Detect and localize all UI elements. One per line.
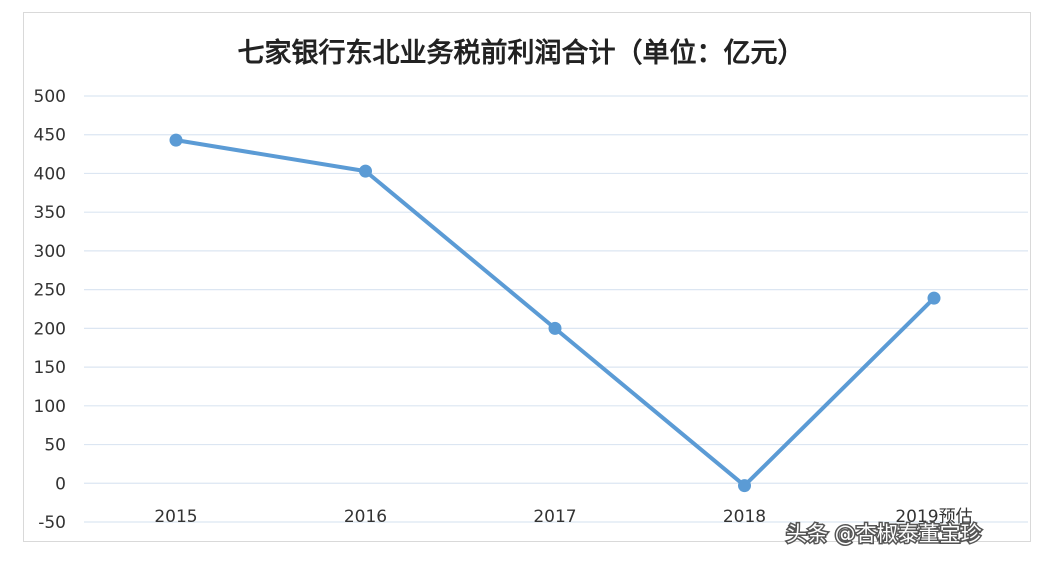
series-line (175, 138, 936, 488)
y-tick-label: 50 (44, 436, 66, 456)
data-point (927, 291, 941, 305)
y-tick-label: 500 (34, 87, 66, 107)
data-point (738, 479, 751, 493)
y-tick-label: 150 (34, 358, 66, 378)
watermark-text: 头条 @杏椒泰董宝珍 (786, 522, 982, 546)
chart-title: 七家银行东北业务税前利润合计（单位：亿元） (238, 37, 805, 69)
x-tick-label: 2018 (723, 507, 766, 527)
y-tick-label: 250 (34, 281, 66, 301)
watermark: 头条 @杏椒泰董宝珍 (785, 521, 984, 548)
chart-frame (23, 12, 1031, 542)
x-tick-label: 2017 (533, 507, 576, 527)
y-tick-label: 400 (34, 164, 66, 184)
data-point (548, 321, 562, 335)
y-tick-label: 0 (55, 474, 66, 494)
y-tick-label: 350 (34, 203, 66, 223)
x-tick-label: 2015 (154, 507, 197, 527)
y-tick-label: 100 (34, 397, 66, 417)
x-tick-label: 2016 (344, 507, 387, 527)
x-tick-label: 2019预估 (895, 507, 972, 527)
data-point (359, 164, 372, 178)
y-tick-label: 300 (34, 242, 66, 262)
y-tick-label: -50 (38, 513, 66, 533)
y-tick-label: 450 (34, 126, 66, 146)
y-tick-label: 200 (34, 319, 66, 339)
data-point (169, 133, 183, 147)
